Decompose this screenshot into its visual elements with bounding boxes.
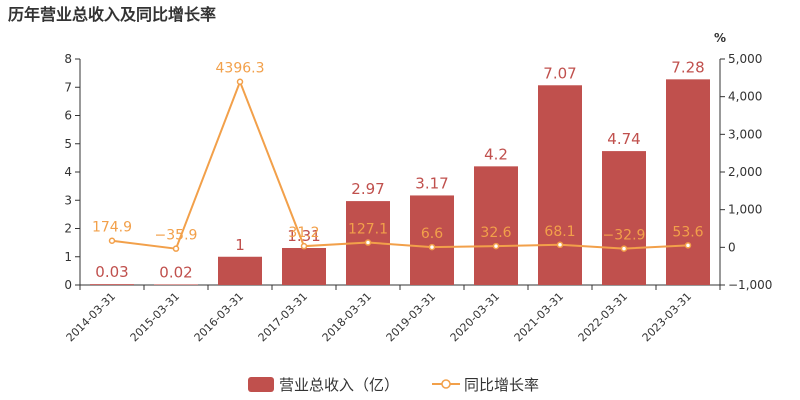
revenue-bar-label: 1 bbox=[235, 236, 245, 254]
x-tick-label: 2021-03-31 bbox=[512, 290, 566, 344]
revenue-bar-label: 0.03 bbox=[95, 263, 128, 281]
growth-point-label: −32.9 bbox=[603, 228, 646, 244]
revenue-bar-label: 7.28 bbox=[671, 58, 704, 76]
revenue-bar bbox=[282, 247, 326, 285]
revenue-bar-label: 2.97 bbox=[351, 180, 384, 198]
growth-point-label: 174.9 bbox=[92, 220, 132, 236]
left-tick-label: 0 bbox=[64, 278, 72, 292]
growth-point bbox=[492, 242, 500, 250]
right-tick-label: −1,000 bbox=[728, 278, 772, 292]
revenue-bar bbox=[538, 85, 582, 286]
legend-bar-label: 营业总收入（亿） bbox=[279, 376, 399, 394]
growth-point-label: 4396.3 bbox=[216, 61, 265, 77]
right-tick-label: 2,000 bbox=[728, 165, 762, 179]
growth-point-label: 6.6 bbox=[421, 226, 443, 242]
legend-line-label: 同比增长率 bbox=[464, 376, 539, 394]
bar-series bbox=[90, 79, 710, 286]
revenue-bar bbox=[90, 284, 134, 285]
x-tick-label: 2019-03-31 bbox=[384, 290, 438, 344]
growth-point-label: 127.1 bbox=[348, 222, 388, 238]
growth-point bbox=[236, 78, 244, 85]
x-tick-label: 2023-03-31 bbox=[640, 290, 694, 344]
data-labels: 0.03 0.02 1 1.31 2.97 3.17 4.2 7.07 4.74 7.28 174.… bbox=[92, 58, 705, 281]
growth-line bbox=[111, 78, 689, 250]
left-tick-label: 8 bbox=[64, 52, 72, 66]
right-tick-label: 3,000 bbox=[728, 127, 762, 141]
right-tick-label: 4,000 bbox=[728, 90, 762, 104]
x-tick-label: 2022-03-31 bbox=[576, 290, 630, 344]
right-tick-label: 0 bbox=[728, 240, 736, 254]
right-tick-label: 1,000 bbox=[728, 203, 762, 217]
left-tick-label: 6 bbox=[64, 109, 72, 123]
growth-point bbox=[300, 242, 308, 250]
growth-point bbox=[556, 241, 564, 249]
growth-point bbox=[428, 243, 436, 251]
revenue-bar bbox=[474, 166, 518, 285]
growth-point bbox=[620, 245, 628, 252]
x-tick-label: 2014-03-31 bbox=[64, 290, 118, 344]
revenue-bar-label: 4.74 bbox=[607, 130, 640, 148]
revenue-bar-label: 3.17 bbox=[415, 174, 448, 192]
right-axis-unit: % bbox=[714, 31, 726, 45]
revenue-bar bbox=[218, 256, 262, 285]
growth-point bbox=[364, 239, 372, 246]
revenue-bar-label: 1.31 bbox=[287, 227, 320, 245]
left-tick-label: 5 bbox=[64, 137, 72, 151]
x-tick-label: 2015-03-31 bbox=[128, 290, 182, 344]
legend-line-marker bbox=[441, 379, 451, 389]
left-tick-label: 3 bbox=[64, 193, 72, 207]
left-tick-label: 2 bbox=[64, 222, 72, 236]
line-series bbox=[108, 78, 692, 252]
revenue-bar bbox=[602, 151, 646, 285]
x-tick-label: 2016-03-31 bbox=[192, 290, 246, 344]
legend[interactable]: 营业总收入（亿） 同比增长率 bbox=[248, 376, 539, 394]
chart-title: 历年营业总收入及同比增长率 bbox=[8, 5, 216, 24]
revenue-bar bbox=[410, 195, 454, 285]
left-tick-label: 4 bbox=[64, 165, 72, 179]
revenue-bar-label: 7.07 bbox=[543, 64, 576, 82]
growth-point bbox=[108, 237, 116, 244]
left-tick-label: 1 bbox=[64, 250, 72, 264]
x-tick-label: 2018-03-31 bbox=[320, 290, 374, 344]
growth-point-label: 31.2 bbox=[288, 225, 319, 241]
left-tick-label: 7 bbox=[64, 80, 72, 94]
revenue-bar-label: 4.2 bbox=[484, 145, 508, 163]
growth-point-label: −35.9 bbox=[155, 228, 198, 244]
growth-point bbox=[684, 242, 692, 249]
growth-point-label: 32.6 bbox=[480, 225, 511, 241]
growth-point-label: 53.6 bbox=[672, 224, 703, 240]
growth-point bbox=[172, 245, 180, 252]
growth-point-label: 68.1 bbox=[544, 224, 575, 240]
revenue-bar bbox=[666, 79, 710, 285]
x-tick-label: 2017-03-31 bbox=[256, 290, 310, 344]
revenue-bar-label: 0.02 bbox=[159, 263, 192, 281]
x-tick-label: 2020-03-31 bbox=[448, 290, 502, 344]
revenue-bar bbox=[154, 284, 198, 285]
legend-bar-swatch bbox=[248, 377, 274, 392]
right-tick-label: 5,000 bbox=[728, 52, 762, 66]
